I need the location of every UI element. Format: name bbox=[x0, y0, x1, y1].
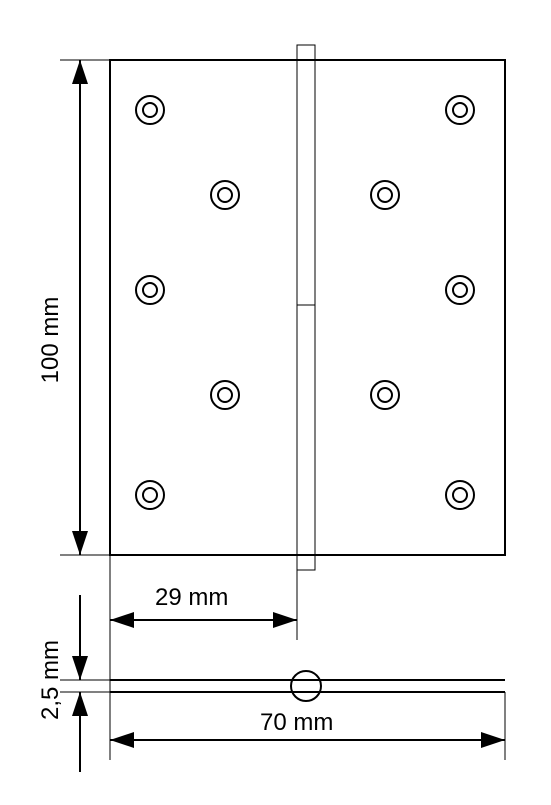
hinge-side-view bbox=[110, 671, 505, 701]
hinge-knuckle bbox=[297, 45, 315, 570]
pin-circle bbox=[291, 671, 321, 701]
screw-hole bbox=[446, 276, 474, 304]
hinge-technical-drawing: 100 mm 2,5 mm 29 mm 70 mm bbox=[0, 0, 551, 805]
extension-lines bbox=[60, 60, 505, 760]
dim-2p5mm: 2,5 mm bbox=[37, 595, 88, 772]
screw-hole bbox=[371, 181, 399, 209]
dim-100mm-label: 100 mm bbox=[37, 297, 64, 384]
screw-hole bbox=[211, 381, 239, 409]
dim-70mm-label: 70 mm bbox=[260, 709, 333, 736]
dim-29mm-label: 29 mm bbox=[155, 584, 228, 611]
dim-70mm: 70 mm bbox=[110, 709, 505, 748]
screw-hole bbox=[136, 276, 164, 304]
screw-hole bbox=[371, 381, 399, 409]
dim-29mm: 29 mm bbox=[110, 584, 297, 628]
screw-hole bbox=[446, 481, 474, 509]
screw-holes-group bbox=[136, 96, 474, 509]
dim-100mm: 100 mm bbox=[37, 60, 88, 555]
dim-2p5mm-label: 2,5 mm bbox=[37, 640, 64, 720]
screw-hole bbox=[136, 481, 164, 509]
screw-hole bbox=[211, 181, 239, 209]
hinge-plate-outline bbox=[110, 60, 505, 555]
screw-hole bbox=[136, 96, 164, 124]
screw-hole bbox=[446, 96, 474, 124]
